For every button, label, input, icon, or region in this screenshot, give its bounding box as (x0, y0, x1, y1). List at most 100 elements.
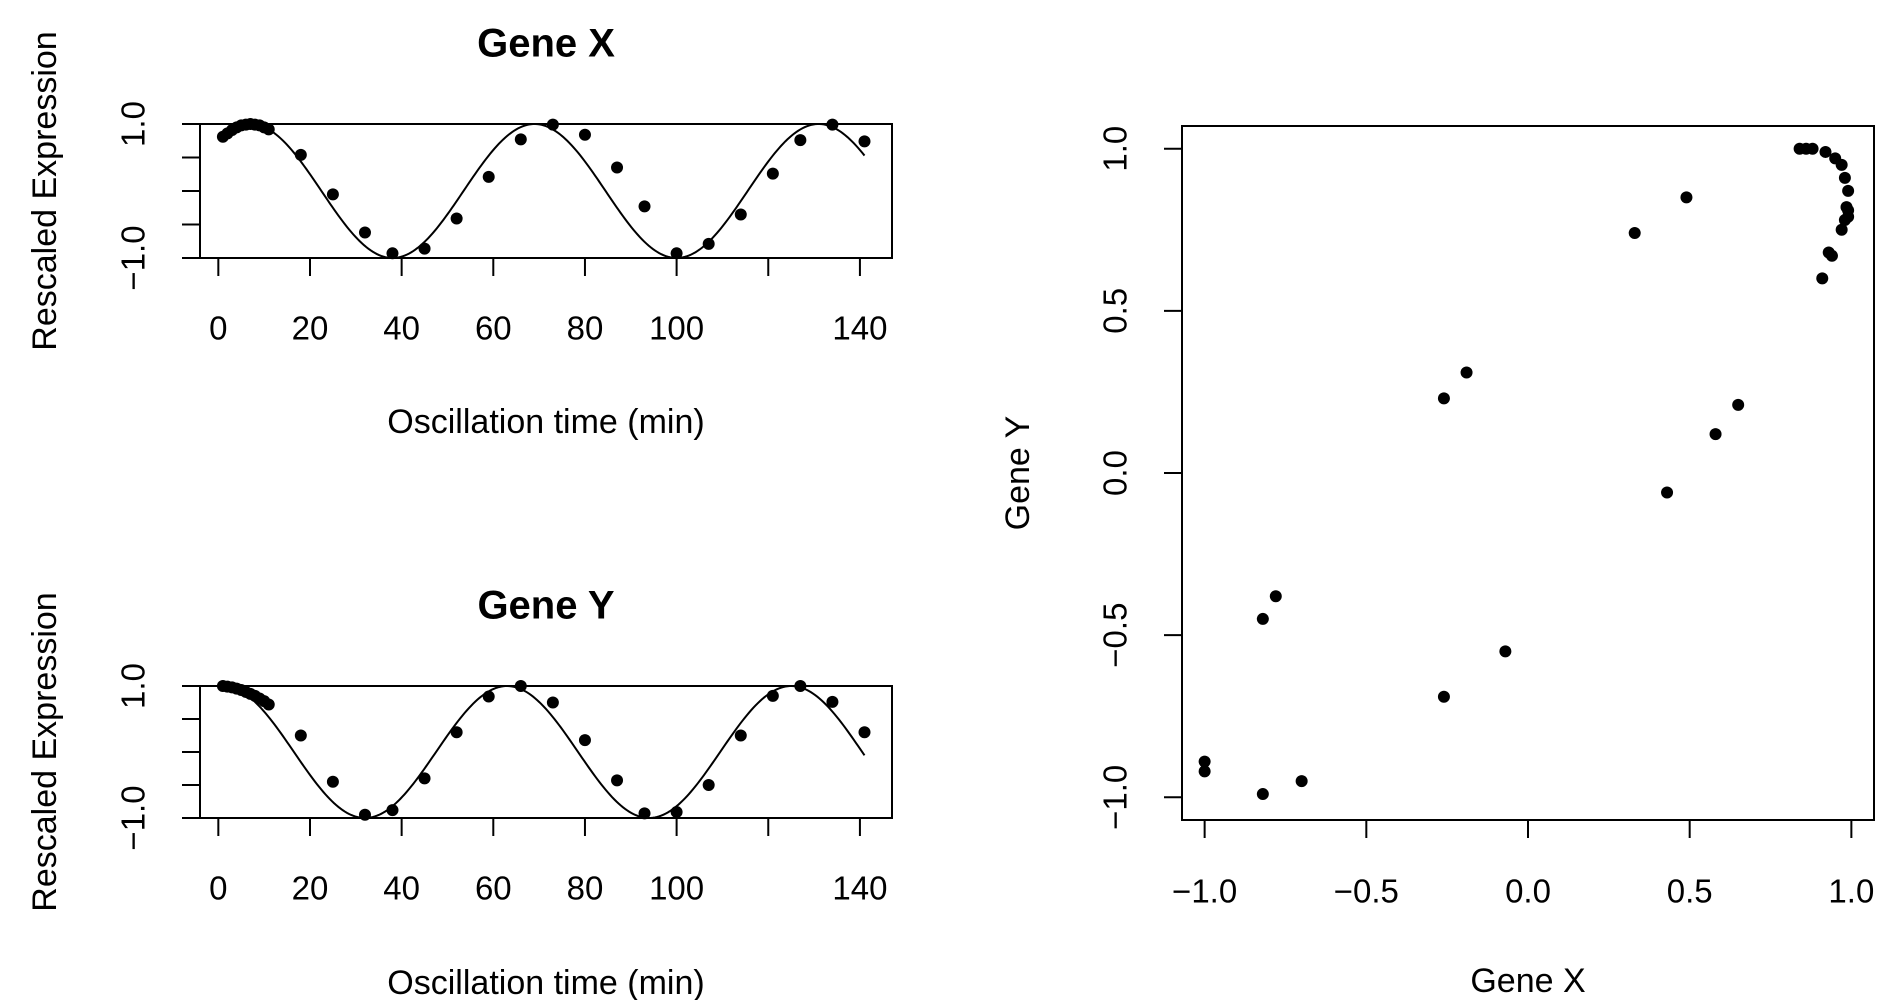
data-point (1835, 223, 1848, 236)
x-tick-label: 0.0 (1505, 873, 1551, 910)
data-point (611, 161, 624, 174)
gene-x-panel: Gene X 0 20 40 60 80 100 140 −1.0 1.0 Oscillation … (26, 22, 893, 441)
data-point (858, 726, 871, 739)
y-tick-label: 0.5 (1097, 288, 1134, 334)
data-point (1816, 272, 1829, 285)
data-point (482, 690, 495, 703)
x-tick-label: 0 (209, 870, 227, 907)
x-axis-label: Oscillation time (min) (387, 964, 704, 1000)
fitted-curve (222, 684, 866, 819)
data-point (418, 772, 431, 785)
x-tick-label: 80 (567, 310, 604, 347)
data-point (1819, 145, 1832, 158)
data-point (858, 135, 871, 148)
x-tick-label: −0.5 (1334, 873, 1399, 910)
x-tick-label: 20 (292, 870, 329, 907)
data-point (702, 779, 715, 791)
x-tick-label: 100 (649, 870, 704, 907)
chart-title: Gene Y (477, 584, 614, 628)
y-axis-label: Rescaled Expression (26, 31, 64, 350)
data-point (578, 128, 591, 141)
data-point (638, 200, 651, 213)
x-tick-label: 60 (475, 870, 512, 907)
data-point (546, 696, 559, 709)
data-point (546, 118, 559, 131)
x-tick-label: 60 (475, 310, 512, 347)
y-tick-label: −1.0 (115, 225, 152, 290)
fitted-curve (222, 122, 866, 260)
x-tick-label: 140 (832, 310, 887, 347)
x-tick-label: 140 (832, 870, 887, 907)
data-point (1732, 398, 1745, 411)
x-tick-label: 40 (383, 870, 420, 907)
data-point (1499, 645, 1512, 658)
data-point (794, 134, 807, 147)
plot-frame (1181, 125, 1875, 821)
data-point (450, 726, 463, 739)
data-point (262, 698, 275, 711)
data-point (262, 123, 275, 136)
y-tick-label: 1.0 (115, 101, 152, 147)
data-point (482, 170, 495, 183)
scatter-panel: −1.0 −0.5 0.0 0.5 1.0 −1.0 −0.5 0.0 0.5 1.0 Gene X… (999, 125, 1875, 1000)
data-point (358, 808, 371, 821)
data-point (1256, 612, 1269, 625)
x-tick-label: 1.0 (1828, 873, 1874, 910)
data-point (326, 188, 339, 201)
y-tick-label: −0.5 (1097, 603, 1134, 668)
data-point (326, 775, 339, 788)
plot-frame (199, 685, 893, 819)
data-point (1709, 428, 1722, 441)
y-tick-label: 1.0 (1097, 126, 1134, 172)
data-point (578, 734, 591, 747)
data-point (1295, 775, 1308, 788)
y-tick-label: 0.0 (1097, 450, 1134, 496)
data-point (1198, 765, 1211, 778)
x-tick-label: 0.5 (1667, 873, 1713, 910)
data-point (734, 729, 747, 742)
data-point (1437, 690, 1450, 703)
data-point (1460, 366, 1473, 379)
data-point (1806, 142, 1819, 155)
data-point (294, 729, 307, 742)
data-point (358, 226, 371, 239)
data-point (794, 680, 807, 692)
data-point (1835, 158, 1848, 171)
data-point (826, 695, 839, 708)
data-point (514, 133, 527, 146)
data-point (418, 242, 431, 255)
plot-frame (199, 123, 893, 259)
data-point (1840, 201, 1853, 214)
x-axis-label: Oscillation time (min) (387, 403, 704, 441)
data-point (1628, 227, 1641, 240)
data-point (766, 167, 779, 180)
gene-y-panel: Gene Y 0 20 40 60 80 100 140 −1.0 1.0 Oscillation … (26, 584, 893, 1000)
x-tick-label: 80 (567, 870, 604, 907)
x-tick-label: −1.0 (1172, 873, 1237, 910)
data-point (734, 208, 747, 221)
y-tick-label: 1.0 (115, 663, 152, 709)
data-point (1269, 590, 1282, 603)
chart-title: Gene X (477, 22, 615, 66)
data-point (294, 148, 307, 161)
data-point (1842, 184, 1855, 197)
data-point (1198, 755, 1211, 768)
data-point (1256, 788, 1269, 801)
y-tick-label: −1.0 (115, 785, 152, 850)
data-point (670, 806, 683, 819)
data-point (450, 212, 463, 225)
x-tick-label: 20 (292, 310, 329, 347)
data-point (386, 247, 399, 260)
y-axis-label: Rescaled Expression (26, 592, 64, 911)
x-tick-label: 100 (649, 310, 704, 347)
data-point (386, 804, 399, 817)
x-axis-label: Gene X (1470, 962, 1585, 1000)
data-point (1838, 214, 1851, 227)
x-tick-label: 0 (209, 310, 227, 347)
data-point (826, 118, 839, 131)
data-point (1661, 486, 1674, 499)
data-point (611, 774, 624, 787)
y-tick-label: −1.0 (1097, 765, 1134, 830)
data-point (1680, 191, 1693, 204)
data-point (1437, 392, 1450, 405)
